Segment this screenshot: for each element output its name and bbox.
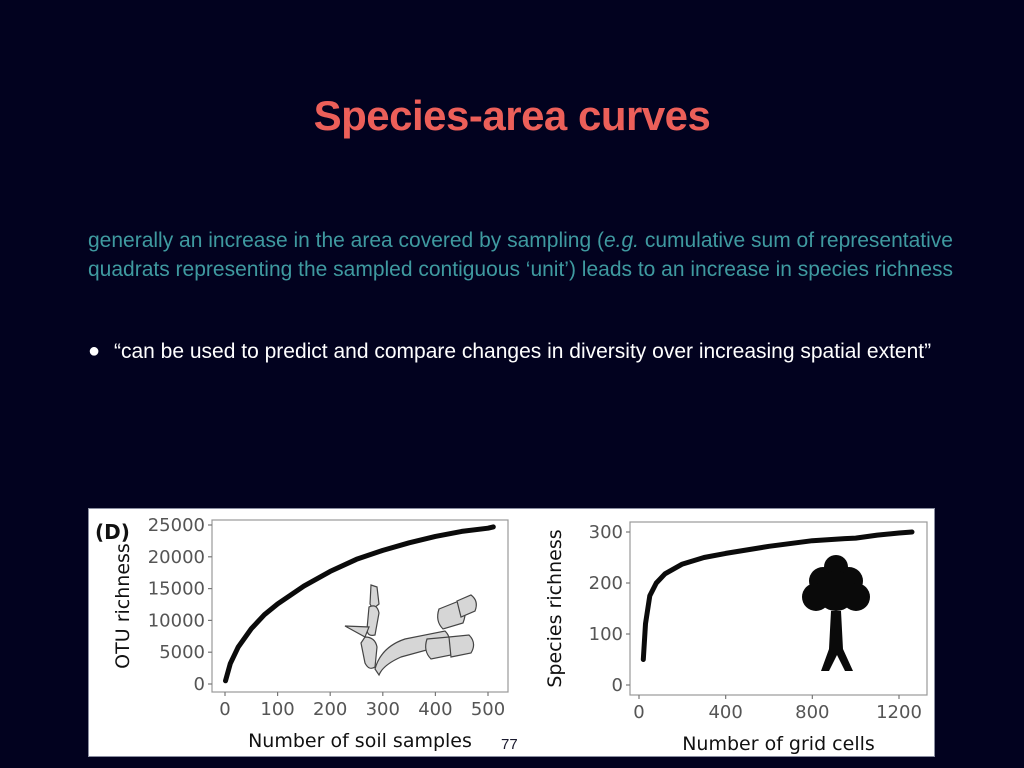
bullet-text: “can be used to predict and compare chan… [114,340,932,363]
y-tick-label: 25000 [148,515,205,536]
y-axis-label: OTU richness [112,543,134,669]
x-tick-label: 1200 [876,702,922,723]
bullet-dot-icon: ● [88,340,101,362]
data-line [640,529,915,662]
y-tick-label: 200 [589,573,623,594]
x-axis-label: Number of soil samples [248,730,472,752]
x-axis-label: Number of grid cells [682,733,875,755]
slide-title: Species-area curves [313,92,711,139]
x-tick-label: 500 [471,699,505,720]
x-tick-label: 200 [313,699,347,720]
data-line [223,524,496,684]
intro-text-italic: e.g. [603,229,639,252]
bullet-item: ● “can be used to predict and compare ch… [88,337,948,366]
y-tick-label: 100 [589,624,623,645]
y-tick-label: 15000 [148,579,205,600]
panel-label: (D) [95,520,130,544]
y-tick-label: 20000 [148,547,205,568]
intro-text-after: cumulative sum of representative quadrat… [88,229,953,281]
plot-frame [629,521,928,696]
intro-text-before: generally an increase in the area covere… [88,229,604,252]
x-tick-label: 800 [795,702,829,723]
y-tick-label: 5000 [159,642,205,663]
y-tick-label: 10000 [148,610,205,631]
figure-panel: (D) 0 5000 10000 15000 20000 25000 0 100 200 300 4… [88,508,935,757]
plot-frame [211,519,509,693]
x-tick-label: 0 [219,699,230,720]
y-axis-label: Species richness [544,529,566,687]
tree-silhouette-icon [802,555,870,671]
fungal-hyphae-icon [344,584,477,677]
page-number: 77 [501,736,518,753]
x-tick-label: 300 [366,699,400,720]
y-tick-label: 300 [589,522,623,543]
x-tick-label: 400 [708,702,742,723]
chart-otu-richness: 0 5000 10000 15000 20000 25000 0 100 200 300 400 50… [112,515,509,752]
y-tick-label: 0 [612,675,623,696]
y-tick-label: 0 [194,674,205,695]
intro-paragraph: generally an increase in the area covere… [88,226,968,284]
x-tick-label: 100 [260,699,294,720]
x-tick-label: 0 [633,702,644,723]
x-tick-label: 400 [418,699,452,720]
